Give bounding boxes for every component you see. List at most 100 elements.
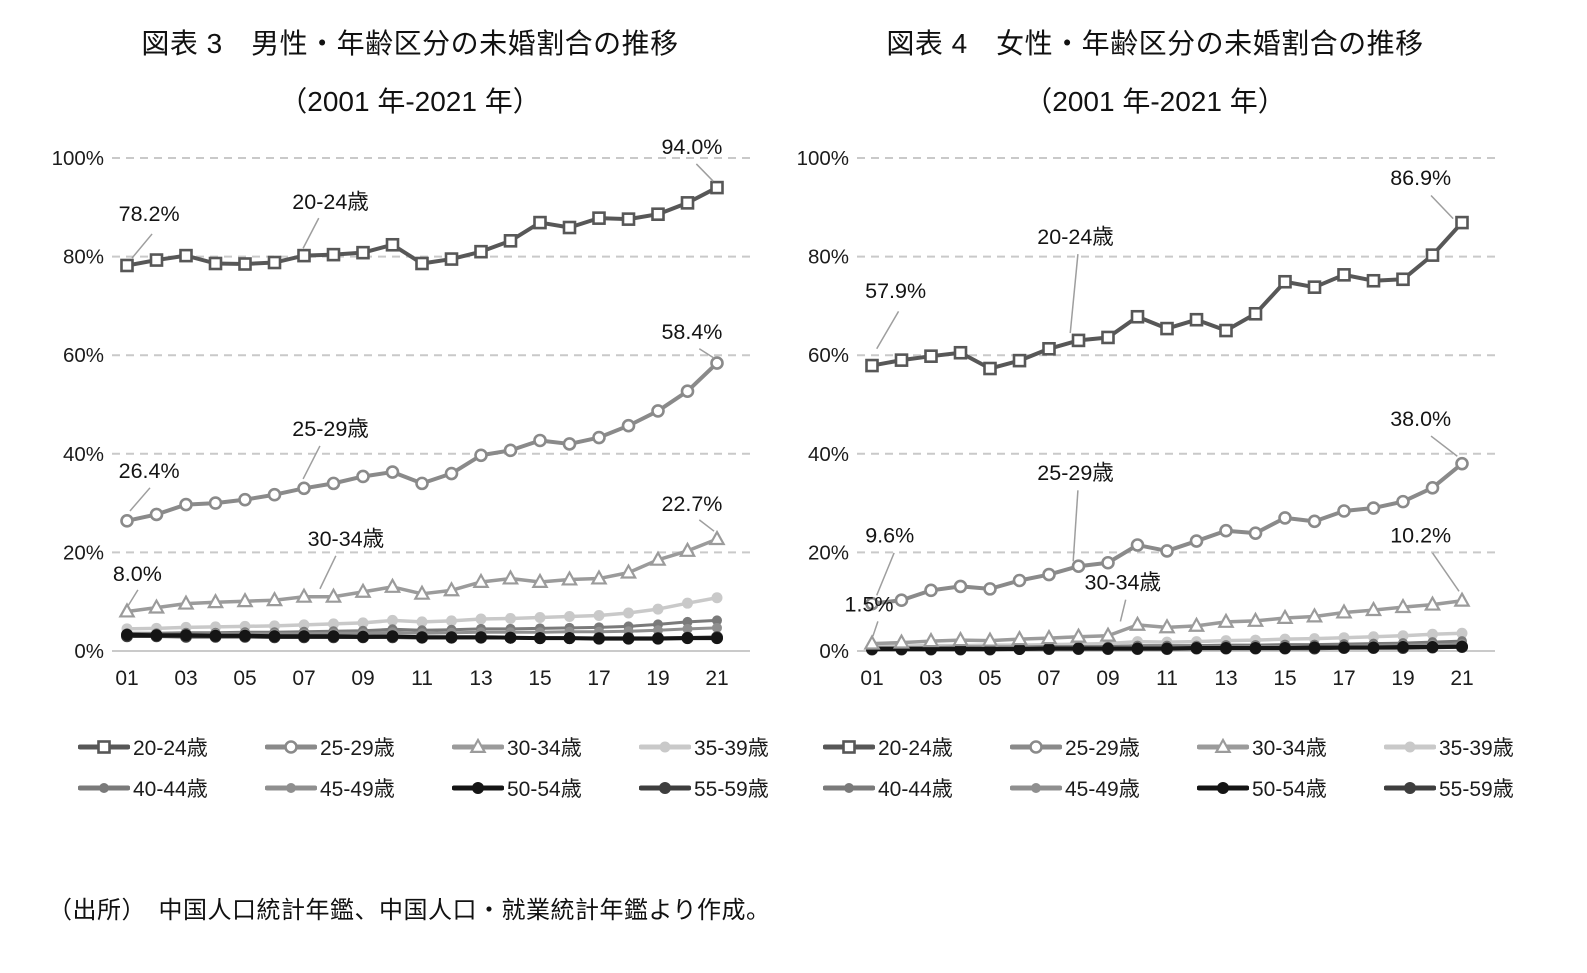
- x-axis-labels: 01 03 05 07 09 11 13 15 17 19 21: [860, 667, 1473, 690]
- svg-text:20-24歳: 20-24歳: [292, 190, 369, 214]
- legend-label: 35-39歳: [1439, 736, 1514, 760]
- svg-text:25-29歳: 25-29歳: [292, 417, 369, 441]
- series-30-34: [863, 591, 1471, 650]
- legend-label: 25-29歳: [1065, 736, 1140, 760]
- y-axis-labels: 0% 20% 40% 60% 80% 100%: [797, 147, 849, 663]
- svg-text:30-34歳: 30-34歳: [308, 527, 385, 551]
- series-20-24: [865, 215, 1469, 376]
- series-50-54: [121, 628, 723, 645]
- figure4-line-chart: 0% 20% 40% 60% 80% 100% 01 03 05 07 09 11 13 15 17 19 21…: [797, 147, 1495, 690]
- legend-label: 20-24歳: [133, 736, 208, 760]
- legend-marker-55-59: [1384, 781, 1436, 794]
- svg-text:21: 21: [1450, 667, 1473, 690]
- svg-text:0%: 0%: [74, 640, 104, 663]
- legend-item-45-49: 45-49歳: [1010, 773, 1197, 803]
- y-axis-labels: 0% 20% 40% 60% 80% 100%: [52, 147, 104, 663]
- svg-text:11: 11: [1156, 667, 1178, 690]
- svg-text:60%: 60%: [808, 344, 849, 367]
- series-20-24: [120, 180, 724, 273]
- figure4-legend: 20-24歳 25-29歳 30-34歳 35-39歳 40-44歳 45-49歳 50-5…: [823, 726, 1523, 808]
- svg-text:10.2%: 10.2%: [1390, 524, 1451, 548]
- svg-text:100%: 100%: [52, 147, 104, 170]
- figure3-subtitle: （2001 年-2021 年）: [279, 86, 541, 117]
- svg-text:38.0%: 38.0%: [1390, 407, 1451, 431]
- svg-text:19: 19: [1391, 667, 1414, 690]
- legend-marker-45-49: [1010, 782, 1062, 793]
- svg-text:21: 21: [705, 667, 728, 690]
- svg-text:07: 07: [1037, 667, 1060, 690]
- legend-marker-50-54: [452, 781, 504, 794]
- svg-text:80%: 80%: [808, 246, 849, 269]
- annotations: 57.9% 20-24歳 86.9% 9.6% 25-29歳 38.0% 1.5% 30-34…: [845, 166, 1460, 637]
- svg-text:60%: 60%: [63, 344, 104, 367]
- legend-marker-20-24: [823, 739, 875, 754]
- svg-text:8.0%: 8.0%: [113, 562, 162, 586]
- legend-label: 50-54歳: [507, 777, 582, 801]
- legend-label: 30-34歳: [1252, 736, 1327, 760]
- legend-label: 55-59歳: [694, 777, 769, 801]
- svg-text:13: 13: [1214, 667, 1237, 690]
- legend-item-35-39: 35-39歳: [1384, 732, 1571, 762]
- svg-text:30-34歳: 30-34歳: [1085, 570, 1162, 594]
- legend-label: 25-29歳: [320, 736, 395, 760]
- legend-marker-30-34: [452, 737, 504, 753]
- svg-text:07: 07: [292, 667, 315, 690]
- legend-item-20-24: 20-24歳: [78, 732, 265, 762]
- svg-text:26.4%: 26.4%: [119, 459, 180, 483]
- svg-text:86.9%: 86.9%: [1390, 166, 1451, 190]
- svg-text:13: 13: [469, 667, 492, 690]
- legend-label: 45-49歳: [320, 777, 395, 801]
- legend-label: 40-44歳: [878, 777, 953, 801]
- source-note: （出所） 中国人口統計年鑑、中国人口・就業統計年鑑より作成。: [48, 897, 771, 924]
- svg-text:22.7%: 22.7%: [661, 492, 722, 516]
- legend-label: 55-59歳: [1439, 777, 1514, 801]
- legend-item-50-54: 50-54歳: [1197, 773, 1384, 803]
- svg-text:1.5%: 1.5%: [845, 593, 894, 617]
- legend-item-25-29: 25-29歳: [1010, 732, 1197, 762]
- annotations: 78.2% 20-24歳 94.0% 26.4% 25-29歳 58.4% 8.0% 30-3…: [113, 136, 722, 607]
- figure3-legend: 20-24歳 25-29歳 30-34歳 35-39歳 40-44歳 45-49歳 50-5…: [78, 726, 778, 808]
- legend-item-25-29: 25-29歳: [265, 732, 452, 762]
- svg-text:94.0%: 94.0%: [661, 136, 722, 159]
- svg-text:80%: 80%: [63, 246, 104, 269]
- legend-label: 35-39歳: [694, 736, 769, 760]
- legend-item-55-59: 55-59歳: [639, 773, 826, 803]
- legend-item-50-54: 50-54歳: [452, 773, 639, 803]
- legend-label: 45-49歳: [1065, 777, 1140, 801]
- svg-text:09: 09: [1096, 667, 1119, 690]
- legend-marker-50-54: [1197, 781, 1249, 794]
- figure4-subtitle: （2001 年-2021 年）: [1024, 86, 1286, 117]
- svg-text:100%: 100%: [797, 147, 849, 170]
- legend-label: 40-44歳: [133, 777, 208, 801]
- legend-marker-40-44: [78, 782, 130, 793]
- legend-item-40-44: 40-44歳: [823, 773, 1010, 803]
- legend-item-30-34: 30-34歳: [1197, 732, 1384, 762]
- legend-label: 50-54歳: [1252, 777, 1327, 801]
- figure3-title: 図表 3 男性・年齢区分の未婚割合の推移: [141, 28, 679, 59]
- legend-marker-30-34: [1197, 737, 1249, 753]
- legend-item-30-34: 30-34歳: [452, 732, 639, 762]
- svg-text:20%: 20%: [808, 541, 849, 564]
- series-30-34: [118, 529, 726, 618]
- svg-text:25-29歳: 25-29歳: [1037, 461, 1114, 485]
- svg-text:09: 09: [351, 667, 374, 690]
- svg-text:05: 05: [233, 667, 256, 690]
- legend-marker-20-24: [78, 739, 130, 754]
- figure4-title: 図表 4 女性・年齢区分の未婚割合の推移: [886, 28, 1424, 59]
- legend-item-20-24: 20-24歳: [823, 732, 1010, 762]
- svg-text:40%: 40%: [63, 443, 104, 466]
- svg-text:58.4%: 58.4%: [661, 320, 722, 344]
- series-25-29: [865, 456, 1469, 611]
- legend-marker-25-29: [265, 739, 317, 754]
- x-axis-labels: 01 03 05 07 09 11 13 15 17 19 21: [115, 667, 728, 690]
- legend-marker-45-49: [265, 782, 317, 793]
- svg-text:20-24歳: 20-24歳: [1037, 225, 1114, 249]
- svg-text:0%: 0%: [819, 640, 849, 663]
- figure4-block: 図表 4 女性・年齢区分の未婚割合の推移 （2001 年-2021 年） 0% 2…: [795, 0, 1535, 830]
- svg-text:15: 15: [528, 667, 551, 690]
- svg-text:19: 19: [646, 667, 669, 690]
- svg-text:17: 17: [1332, 667, 1355, 690]
- svg-text:78.2%: 78.2%: [119, 202, 180, 226]
